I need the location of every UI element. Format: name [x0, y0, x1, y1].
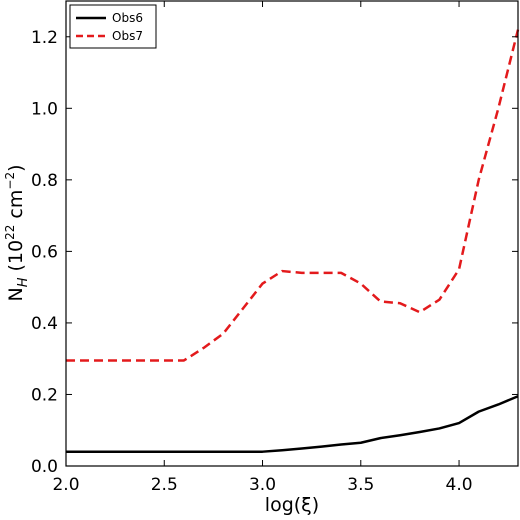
series-layer	[66, 29, 520, 453]
y-tick-label: 0.0	[31, 457, 58, 477]
x-axis-title: log(ξ)	[265, 494, 319, 516]
legend-label-obs7: Obs7	[112, 29, 143, 43]
y-tick-label: 0.6	[31, 242, 58, 262]
y-axis-title: NH (1022 cm−2)	[3, 164, 31, 301]
x-tick-label: 3.5	[347, 475, 374, 495]
y-axis-title-exp1: 22	[3, 225, 17, 240]
ticks-layer: 2.0 2.5 3.0 3.5 4.0 0.0 0.2 0.4 0.6 0.8 1.0 1.2	[31, 1, 518, 495]
x-tick-label: 2.0	[52, 475, 79, 495]
plot-frame	[65, 0, 519, 467]
x-tick-label: 4.0	[446, 475, 473, 495]
y-axis-title-exp2: −2	[3, 172, 17, 190]
y-axis-title-post: )	[5, 164, 27, 171]
x-tick-label: 2.5	[151, 475, 178, 495]
y-tick-label: 1.2	[31, 28, 58, 48]
x-tick-label: 3.0	[249, 475, 276, 495]
y-axis-title-base: N	[5, 287, 27, 301]
series-line-obs7	[66, 29, 520, 362]
legend: Obs6 Obs7	[69, 4, 157, 49]
y-tick-label: 0.2	[31, 385, 58, 405]
y-tick-label: 1.0	[31, 99, 58, 119]
y-axis-title-pre: (10	[5, 240, 27, 278]
y-axis-title-mid: cm	[5, 190, 27, 225]
y-tick-label: 0.4	[31, 314, 58, 334]
y-tick-label: 0.8	[31, 171, 58, 191]
legend-box	[69, 4, 157, 49]
series-line-obs6	[66, 395, 519, 453]
legend-label-obs6: Obs6	[112, 11, 143, 25]
y-axis-title-sub: H	[16, 277, 31, 287]
